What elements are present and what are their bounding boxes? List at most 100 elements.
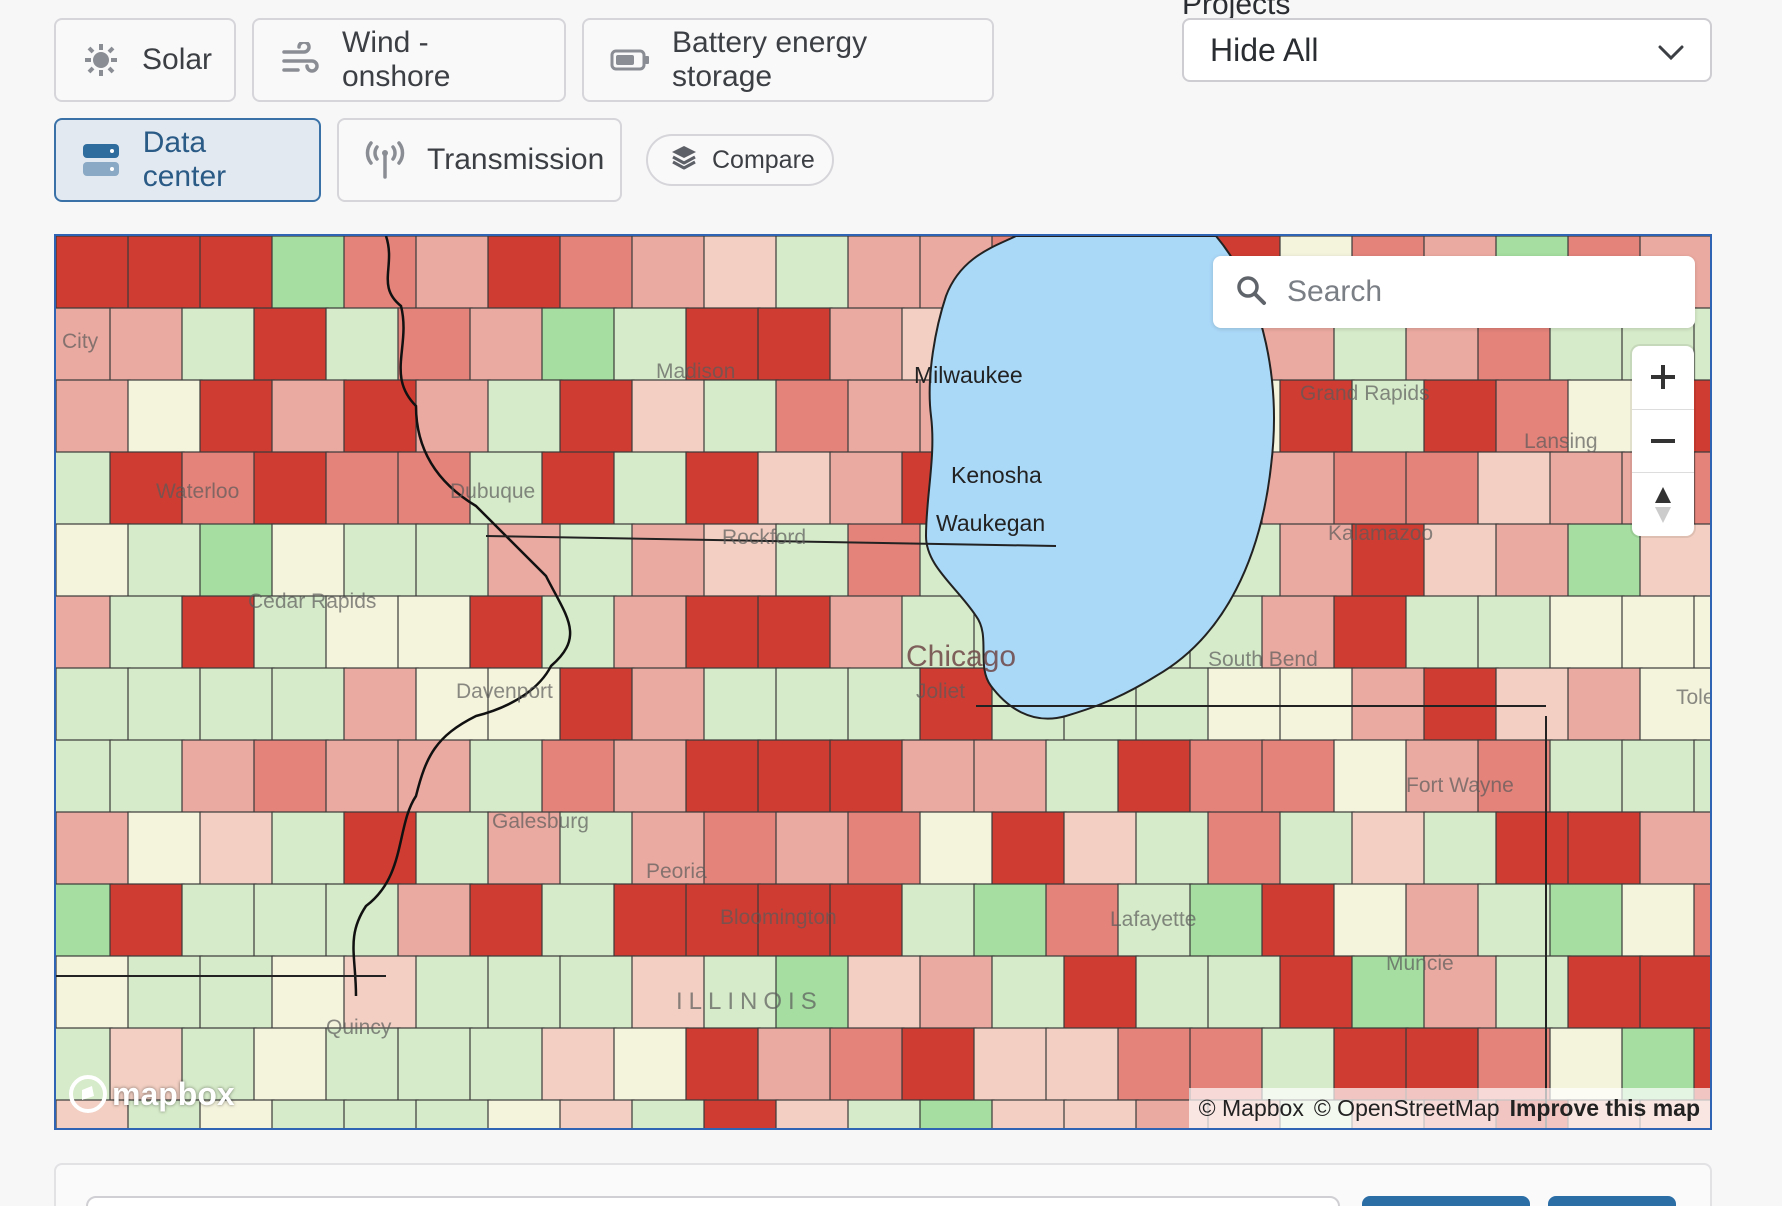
county-cell-237[interactable] [1549,883,1625,959]
county-cell-81[interactable] [685,451,761,527]
county-cell-6[interactable] [487,236,563,311]
county-cell-98[interactable] [199,523,275,599]
county-cell-233[interactable] [1261,883,1337,959]
county-cell-175[interactable] [541,739,617,815]
county-cell-117[interactable] [1567,523,1643,599]
details-secondary-button[interactable] [1548,1196,1676,1206]
county-cell-106[interactable] [775,523,851,599]
county-cell-124[interactable] [325,595,401,671]
county-cell-278[interactable] [1045,1027,1121,1103]
county-cell-4[interactable] [343,236,419,311]
county-cell-33[interactable] [685,307,761,383]
county-cell-172[interactable] [325,739,401,815]
county-cell-222[interactable] [469,883,545,959]
county-cell-213[interactable] [1567,811,1643,887]
county-cell-69[interactable] [1567,379,1643,455]
county-cell-240[interactable] [56,955,131,1031]
county-cell-120[interactable] [56,595,113,671]
county-cell-236[interactable] [1477,883,1553,959]
county-cell-196[interactable] [343,811,419,887]
county-cell-239[interactable] [1693,883,1712,959]
county-cell-144[interactable] [56,667,131,743]
county-cell-277[interactable] [973,1027,1049,1103]
county-cell-254[interactable] [1063,955,1139,1031]
county-cell-208[interactable] [1207,811,1283,887]
county-cell-59[interactable] [847,379,923,455]
county-cell-7[interactable] [559,236,635,311]
county-cell-190[interactable] [1621,739,1697,815]
county-cell-29[interactable] [397,307,473,383]
county-cell-273[interactable] [685,1027,761,1103]
details-input[interactable] [86,1196,1340,1206]
county-cell-291[interactable] [271,1099,347,1130]
county-cell-146[interactable] [199,667,275,743]
county-cell-197[interactable] [415,811,491,887]
county-cell-242[interactable] [199,955,275,1031]
reset-north-button[interactable] [1632,473,1694,536]
projects-select[interactable]: Hide All [1182,18,1712,82]
county-cell-75[interactable] [253,451,329,527]
county-cell-223[interactable] [541,883,617,959]
zoom-out-button[interactable] [1632,410,1694,474]
county-cell-57[interactable] [703,379,779,455]
county-cell-255[interactable] [1135,955,1211,1031]
county-cell-30[interactable] [469,307,545,383]
county-cell-48[interactable] [56,379,131,455]
county-cell-95[interactable] [1693,451,1712,527]
county-cell-276[interactable] [901,1027,977,1103]
battery-storage-button[interactable]: Battery energy storage [582,18,994,102]
county-cell-296[interactable] [631,1099,707,1130]
county-cell-171[interactable] [253,739,329,815]
county-cell-212[interactable] [1495,811,1571,887]
county-cell-268[interactable] [325,1027,401,1103]
county-cell-289[interactable] [127,1099,203,1130]
county-choropleth-map[interactable]: City Madison Milwaukee Kenosha Waukegan … [54,234,1712,1130]
county-cell-183[interactable] [1117,739,1193,815]
county-cell-230[interactable] [1045,883,1121,959]
county-cell-292[interactable] [343,1099,419,1130]
county-cell-217[interactable] [109,883,185,959]
county-cell-209[interactable] [1279,811,1355,887]
county-cell-83[interactable] [829,451,905,527]
county-cell-211[interactable] [1423,811,1499,887]
county-cell-154[interactable] [775,667,851,743]
county-cell-67[interactable] [1423,379,1499,455]
county-cell-176[interactable] [613,739,689,815]
county-cell-174[interactable] [469,739,545,815]
county-cell-49[interactable] [127,379,203,455]
county-cell-207[interactable] [1135,811,1211,887]
county-cell-180[interactable] [901,739,977,815]
county-cell-267[interactable] [253,1027,329,1103]
county-cell-155[interactable] [847,667,923,743]
county-cell-142[interactable] [1621,595,1697,671]
transmission-button[interactable]: Transmission [337,118,622,202]
county-cell-50[interactable] [199,379,275,455]
county-cell-185[interactable] [1261,739,1337,815]
county-cell-58[interactable] [775,379,851,455]
county-cell-182[interactable] [1045,739,1121,815]
county-cell-132[interactable] [901,595,977,671]
county-cell-10[interactable] [775,236,851,311]
county-cell-0[interactable] [56,236,131,311]
county-cell-201[interactable] [703,811,779,887]
county-cell-79[interactable] [541,451,617,527]
county-cell-165[interactable] [1567,667,1643,743]
county-cell-129[interactable] [685,595,761,671]
county-cell-221[interactable] [397,883,473,959]
improve-map-link[interactable]: Improve this map [1509,1094,1700,1121]
county-cell-166[interactable] [1639,667,1712,743]
county-cell-118[interactable] [1639,523,1712,599]
county-cell-25[interactable] [109,307,185,383]
county-cell-76[interactable] [325,451,401,527]
county-cell-26[interactable] [181,307,257,383]
county-cell-107[interactable] [847,523,923,599]
data-center-button[interactable]: Data center [54,118,321,202]
county-cell-300[interactable] [919,1099,995,1130]
county-cell-297[interactable] [703,1099,779,1130]
county-cell-177[interactable] [685,739,761,815]
county-cell-170[interactable] [181,739,257,815]
county-cell-253[interactable] [991,955,1067,1031]
county-cell-231[interactable] [1117,883,1193,959]
county-cell-187[interactable] [1405,739,1481,815]
county-cell-205[interactable] [991,811,1067,887]
